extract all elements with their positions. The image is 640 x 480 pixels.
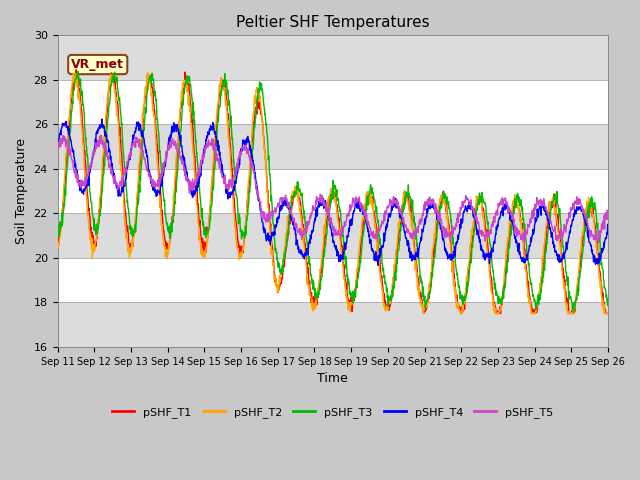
- pSHF_T5: [595, 239, 602, 245]
- Line: pSHF_T3: pSHF_T3: [58, 72, 608, 312]
- Line: pSHF_T1: pSHF_T1: [58, 70, 608, 313]
- pSHF_T4: [98, 116, 106, 122]
- Bar: [58, 258, 608, 302]
- pSHF_T1: [540, 257, 547, 263]
- pSHF_T2: [54, 245, 61, 251]
- pSHF_T1: [238, 248, 246, 254]
- Line: pSHF_T2: pSHF_T2: [58, 73, 608, 313]
- pSHF_T3: [163, 220, 171, 226]
- pSHF_T3: [491, 286, 499, 292]
- pSHF_T1: [72, 67, 80, 72]
- pSHF_T5: [54, 141, 61, 147]
- pSHF_T2: [540, 250, 547, 255]
- Line: pSHF_T5: pSHF_T5: [58, 135, 608, 242]
- pSHF_T4: [491, 240, 499, 246]
- pSHF_T4: [54, 142, 61, 147]
- Text: VR_met: VR_met: [71, 58, 124, 71]
- pSHF_T5: [491, 218, 499, 224]
- pSHF_T4: [604, 222, 612, 228]
- pSHF_T1: [491, 302, 499, 308]
- pSHF_T4: [540, 204, 547, 210]
- pSHF_T2: [456, 311, 464, 316]
- pSHF_T3: [604, 296, 612, 301]
- pSHF_T3: [177, 128, 184, 133]
- Bar: [58, 36, 608, 80]
- pSHF_T4: [374, 263, 382, 268]
- Line: pSHF_T4: pSHF_T4: [58, 119, 608, 265]
- pSHF_T2: [238, 249, 246, 254]
- pSHF_T5: [539, 198, 547, 204]
- Title: Peltier SHF Temperatures: Peltier SHF Temperatures: [236, 15, 429, 30]
- pSHF_T5: [604, 208, 612, 214]
- pSHF_T5: [163, 153, 171, 158]
- Bar: [58, 80, 608, 124]
- pSHF_T2: [144, 70, 152, 76]
- pSHF_T1: [604, 311, 612, 316]
- pSHF_T2: [604, 311, 612, 316]
- pSHF_T4: [177, 138, 184, 144]
- pSHF_T2: [177, 108, 184, 114]
- pSHF_T1: [419, 303, 426, 309]
- Bar: [58, 124, 608, 169]
- pSHF_T2: [491, 305, 499, 311]
- pSHF_T5: [238, 144, 246, 150]
- pSHF_T4: [163, 151, 171, 156]
- X-axis label: Time: Time: [317, 372, 348, 385]
- Bar: [58, 169, 608, 214]
- Y-axis label: Soil Temperature: Soil Temperature: [15, 138, 28, 244]
- pSHF_T1: [163, 253, 171, 259]
- pSHF_T4: [238, 148, 246, 154]
- pSHF_T5: [97, 132, 105, 138]
- pSHF_T5: [419, 212, 426, 217]
- Legend: pSHF_T1, pSHF_T2, pSHF_T3, pSHF_T4, pSHF_T5: pSHF_T1, pSHF_T2, pSHF_T3, pSHF_T4, pSHF…: [108, 402, 558, 422]
- pSHF_T5: [177, 156, 184, 162]
- pSHF_T3: [238, 228, 246, 233]
- pSHF_T2: [163, 249, 171, 255]
- pSHF_T3: [54, 228, 61, 233]
- pSHF_T1: [54, 240, 61, 246]
- pSHF_T1: [177, 110, 184, 116]
- pSHF_T2: [419, 302, 426, 308]
- pSHF_T3: [74, 69, 82, 74]
- Bar: [58, 214, 608, 258]
- pSHF_T3: [419, 293, 426, 299]
- pSHF_T3: [539, 270, 547, 276]
- pSHF_T1: [457, 311, 465, 316]
- pSHF_T4: [419, 229, 427, 235]
- pSHF_T3: [570, 310, 577, 315]
- Bar: [58, 302, 608, 347]
